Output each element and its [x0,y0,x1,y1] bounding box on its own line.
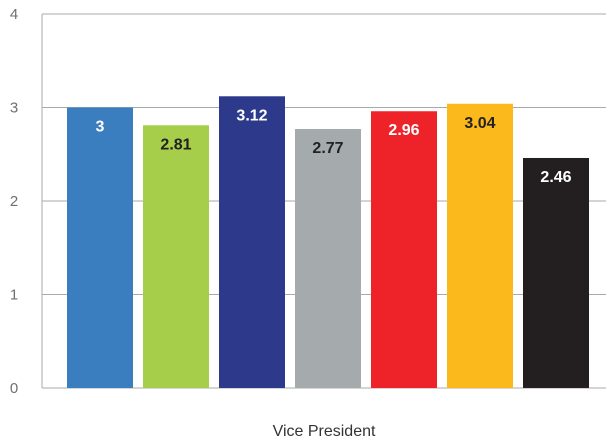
bar-value-label: 3 [96,119,105,136]
y-tick-label: 2 [10,193,18,210]
bar [295,129,361,388]
y-tick-label: 3 [10,100,18,117]
bar-value-label: 2.81 [160,136,191,153]
bar [143,125,209,388]
bar-value-label: 2.46 [540,169,571,186]
bar [67,107,133,388]
bar [219,96,285,388]
bar-value-label: 3.04 [464,115,495,132]
y-axis-ticks: 0 1 2 3 4 [10,6,18,397]
bar-value-label: 3.12 [236,107,267,124]
category-label: Vice President [273,423,376,440]
bar [523,157,589,388]
bar [447,103,513,388]
bar-value-label: 2.96 [388,122,419,139]
y-tick-label: 4 [10,6,18,23]
bar [371,111,437,389]
bar-value-label: 2.77 [312,140,343,157]
data-labels: 3 2.81 3.12 2.77 2.96 3.04 2.46 [96,107,572,186]
y-tick-label: 1 [10,287,18,304]
bars [67,96,589,389]
y-tick-label: 0 [10,380,18,397]
